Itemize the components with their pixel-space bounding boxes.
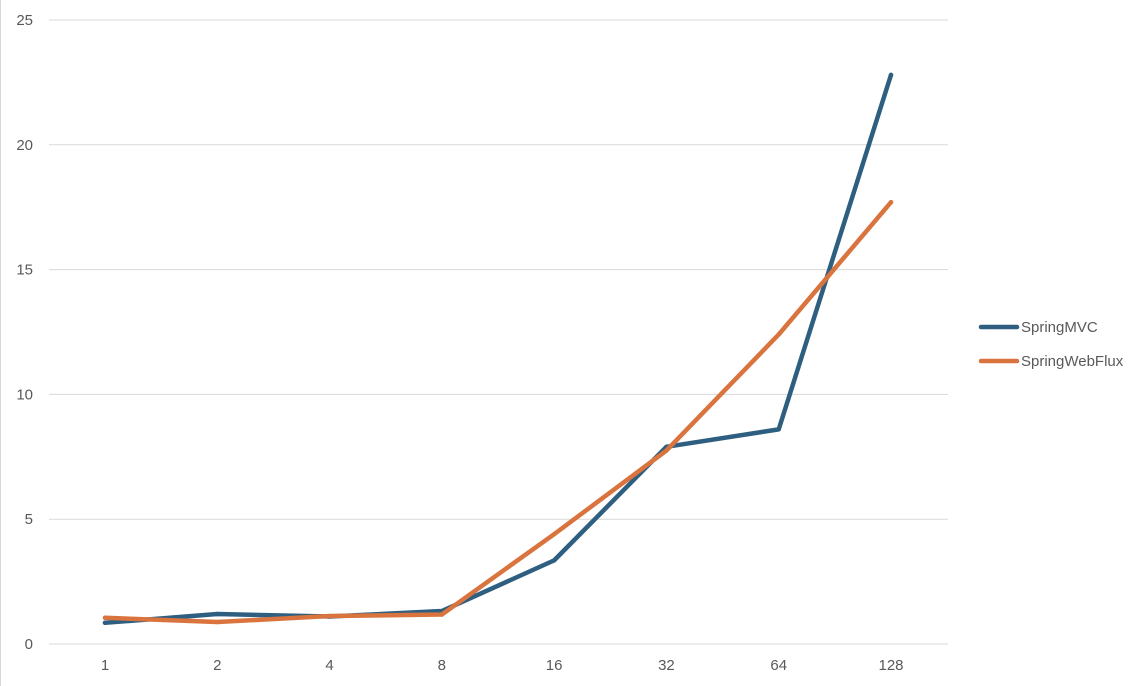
data-point — [551, 558, 557, 563]
data-point — [215, 611, 220, 617]
y-axis-tick-labels: 0 5 10 15 20 25 — [16, 12, 33, 653]
legend-label: SpringMVC — [1021, 319, 1098, 336]
x-tick-label: 4 — [325, 657, 333, 674]
x-tick-label: 32 — [658, 657, 675, 674]
x-tick-label: 128 — [878, 657, 903, 674]
series-line-SpringWebFlux — [102, 199, 894, 625]
x-tick-label: 16 — [546, 657, 563, 674]
x-tick-label: 1 — [101, 657, 109, 674]
data-point — [776, 332, 781, 337]
data-point — [102, 620, 108, 625]
legend-label: SpringWebFlux — [1021, 353, 1124, 370]
data-point — [888, 200, 894, 205]
x-tick-label: 64 — [770, 657, 787, 674]
legend: SpringMVC SpringWebFlux — [978, 319, 1124, 370]
y-tick-label: 15 — [16, 262, 33, 279]
x-tick-label: 2 — [213, 657, 221, 674]
gridlines — [49, 19, 948, 645]
data-point — [439, 612, 445, 617]
x-axis-tick-labels: 1 2 4 8 16 32 64 128 — [101, 657, 904, 674]
data-point — [551, 531, 557, 537]
series-lines — [102, 72, 894, 626]
y-tick-label: 5 — [25, 511, 33, 528]
series-SpringMVC — [102, 72, 894, 626]
data-point — [664, 448, 669, 453]
data-point — [215, 619, 220, 625]
y-tick-label: 10 — [16, 386, 33, 403]
series-line-SpringMVC — [102, 72, 894, 626]
data-point — [102, 615, 108, 620]
series-SpringWebFlux — [102, 199, 894, 625]
data-point — [888, 72, 894, 78]
data-point — [776, 427, 781, 432]
y-tick-label: 20 — [16, 137, 33, 154]
y-tick-label: 25 — [16, 12, 33, 29]
y-tick-label: 0 — [25, 636, 33, 653]
data-point — [327, 613, 332, 619]
x-tick-label: 8 — [438, 657, 446, 674]
